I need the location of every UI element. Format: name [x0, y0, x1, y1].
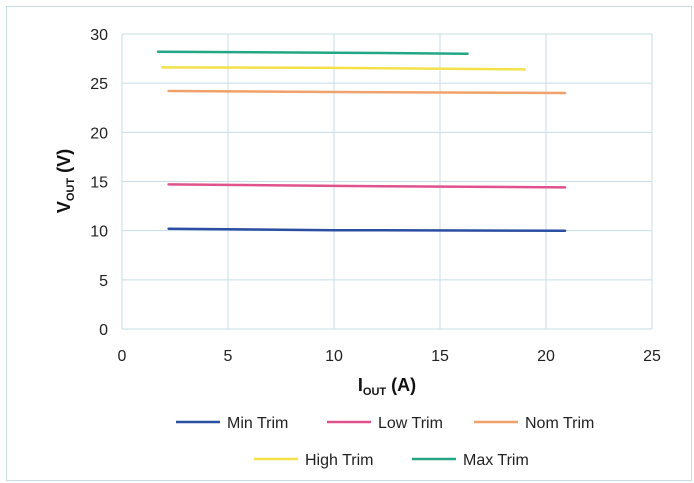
legend-item-max-trim: Max Trim	[412, 452, 529, 469]
series-line-nom-trim	[167, 89, 567, 95]
legend-label: Nom Trim	[525, 415, 594, 432]
y-tick-label: 30	[90, 27, 108, 44]
legend-item-min-trim: Min Trim	[176, 415, 288, 432]
x-tick-label: 0	[118, 348, 127, 365]
x-axis-ticks: 0 5 10 15 20 25	[118, 348, 661, 365]
series-lines	[156, 50, 567, 232]
y-tick-label: 20	[90, 125, 108, 142]
series-line-low-trim	[167, 183, 567, 189]
x-tick-label: 5	[224, 348, 233, 365]
series-line-high-trim	[161, 66, 527, 71]
chart-frame	[6, 6, 692, 481]
legend-label: Low Trim	[378, 415, 443, 432]
legend: Min Trim Low Trim Nom Trim High Trim Max Tri…	[176, 415, 594, 469]
y-tick-label: 25	[90, 76, 108, 93]
y-tick-label: 5	[99, 273, 108, 290]
y-tick-label: 0	[99, 322, 108, 339]
x-tick-label: 15	[431, 348, 449, 365]
x-tick-label: 20	[537, 348, 555, 365]
y-axis-ticks: 0 5 10 15 20 25 30	[90, 27, 108, 339]
legend-label: Max Trim	[463, 452, 529, 469]
series-line-min-trim	[167, 227, 567, 232]
x-tick-label: 25	[643, 348, 661, 365]
legend-label: Min Trim	[227, 415, 288, 432]
legend-item-high-trim: High Trim	[254, 452, 373, 469]
y-tick-label: 10	[90, 224, 108, 241]
y-tick-label: 15	[90, 175, 108, 192]
legend-item-low-trim: Low Trim	[327, 415, 443, 432]
series-line-max-trim	[156, 50, 469, 55]
legend-item-nom-trim: Nom Trim	[474, 415, 594, 432]
legend-label: High Trim	[305, 452, 373, 469]
y-axis-label: VOUT (V)	[54, 149, 77, 213]
x-tick-label: 10	[325, 348, 343, 365]
x-axis-label: IOUT (A)	[358, 375, 416, 398]
grid	[121, 33, 653, 330]
